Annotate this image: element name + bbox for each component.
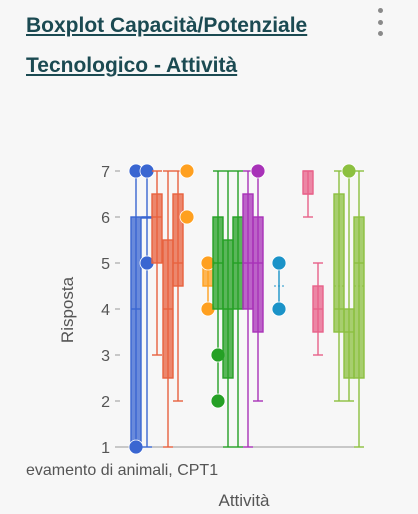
box-series bbox=[200, 255, 216, 317]
outlier-point bbox=[210, 393, 226, 409]
box-series bbox=[353, 170, 365, 448]
box-series bbox=[341, 163, 357, 402]
x-tick-label: evamento di animali, CPT1 bbox=[26, 462, 218, 479]
outlier-point bbox=[179, 209, 195, 225]
box-body bbox=[252, 216, 264, 333]
x-axis-title: Attività bbox=[218, 491, 270, 510]
box-series bbox=[172, 170, 184, 402]
y-tick-label: 2 bbox=[101, 394, 110, 411]
outlier-point bbox=[139, 163, 155, 179]
y-tick-label: 6 bbox=[101, 210, 110, 227]
y-tick-label: 4 bbox=[101, 302, 110, 319]
y-tick-label: 1 bbox=[101, 440, 110, 457]
box-body bbox=[302, 170, 314, 195]
kebab-dot bbox=[377, 8, 383, 13]
box-series bbox=[179, 163, 195, 225]
box-series bbox=[242, 170, 254, 448]
box-series bbox=[151, 170, 163, 356]
box-series bbox=[162, 170, 174, 448]
box-series bbox=[139, 163, 155, 448]
outlier-point bbox=[179, 163, 195, 179]
box-body bbox=[130, 216, 142, 448]
box-body bbox=[353, 216, 365, 379]
box-body bbox=[151, 193, 163, 264]
box-body bbox=[242, 193, 254, 310]
y-tick-label: 7 bbox=[101, 164, 110, 181]
y-tick-label: 3 bbox=[101, 348, 110, 365]
box-body bbox=[172, 193, 184, 287]
box-series bbox=[128, 163, 144, 455]
box-series bbox=[271, 255, 287, 317]
outlier-point bbox=[250, 163, 266, 179]
box-series bbox=[222, 170, 234, 448]
kebab-dot bbox=[377, 19, 383, 25]
box-series bbox=[333, 170, 345, 402]
kebab-menu-icon[interactable] bbox=[372, 8, 388, 36]
kebab-dot bbox=[377, 31, 383, 36]
box-series bbox=[250, 163, 266, 402]
y-axis: 1 2 3 4 5 6 7 bbox=[101, 164, 362, 457]
box-body bbox=[333, 193, 345, 333]
box-series bbox=[312, 262, 324, 356]
box-body bbox=[343, 308, 355, 379]
page-title: Boxplot Capacità/Potenziale Tecnologico … bbox=[26, 14, 308, 77]
outlier-point bbox=[341, 163, 357, 179]
outlier-point bbox=[128, 439, 144, 455]
y-tick-label: 5 bbox=[101, 256, 110, 273]
box-series bbox=[302, 170, 314, 218]
outlier-point bbox=[271, 301, 287, 317]
outlier-point bbox=[271, 255, 287, 271]
y-axis-title: Risposta bbox=[58, 276, 77, 343]
box-series bbox=[210, 170, 226, 409]
box-series bbox=[232, 170, 244, 448]
plot-area bbox=[128, 163, 365, 455]
